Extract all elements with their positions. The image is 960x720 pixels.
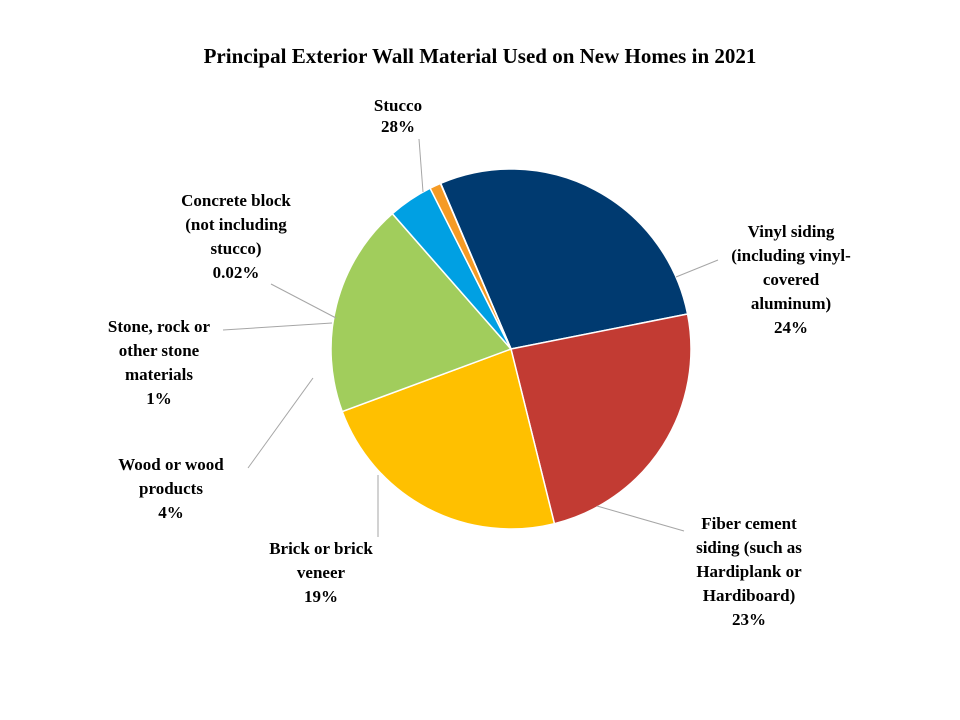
slice-label-2: Fiber cement siding (such as Hardiplank or…: [696, 514, 802, 629]
slice-label-1: Vinyl siding (including vinyl-covered alum…: [731, 222, 851, 337]
pie-slice-3: [330, 212, 513, 413]
slice-label-line: Hardiboard): [703, 586, 796, 605]
leader-line-0: [418, 138, 424, 193]
slice-label-line: stucco): [211, 239, 262, 258]
pie-slice-2: [341, 348, 556, 530]
slice-label-line: 24%: [774, 318, 808, 337]
slice-label-line: Brick or brick: [269, 539, 373, 558]
slice-label-line: (not including: [185, 215, 287, 234]
slice-label-line: Hardiplank or: [696, 562, 802, 581]
slice-label-line: materials: [125, 365, 193, 384]
slice-label-line: 19%: [304, 587, 338, 606]
slice-label-line: 0.02%: [213, 263, 260, 282]
slice-label-line: siding (such as: [696, 538, 802, 557]
slice-label-line: Vinyl siding: [748, 222, 835, 241]
slice-label-line: Stucco: [374, 96, 422, 115]
leader-line-5: [222, 322, 333, 331]
slice-label-3: Brick or brick veneer 19%: [269, 539, 373, 606]
pie-slice-0: [439, 168, 689, 350]
slice-label-0: Stucco 28%: [374, 96, 422, 136]
slice-label-line: other stone: [119, 341, 200, 360]
pie-slices: [330, 168, 692, 530]
leader-lines: [222, 138, 719, 537]
chart-title: Principal Exterior Wall Material Used on…: [204, 44, 757, 68]
slice-label-6: Concrete block (not including stucco) 0.02%: [181, 191, 291, 282]
leader-line-6: [270, 283, 337, 319]
leader-line-1: [675, 259, 719, 278]
slice-label-line: 23%: [732, 610, 766, 629]
pie-slice-6: [439, 182, 512, 350]
slice-label-line: Stone, rock or: [108, 317, 211, 336]
slice-label-line: (including vinyl-: [731, 246, 851, 265]
slice-label-line: Concrete block: [181, 191, 291, 210]
slice-label-line: Fiber cement: [701, 514, 797, 533]
slice-label-line: 4%: [158, 503, 184, 522]
slice-label-line: covered: [763, 270, 820, 289]
slice-label-line: veneer: [297, 563, 346, 582]
slice-labels: Stucco 28% Vinyl siding (including vinyl-co…: [108, 96, 851, 629]
slice-label-4: Wood or wood products 4%: [118, 455, 224, 522]
leader-line-4: [247, 377, 314, 469]
slice-label-line: aluminum): [751, 294, 831, 313]
slice-label-line: 28%: [381, 117, 415, 136]
leader-line-2: [596, 505, 685, 532]
pie-slice-1: [510, 313, 692, 525]
slice-label-line: products: [139, 479, 203, 498]
slice-label-line: 1%: [146, 389, 172, 408]
slice-label-line: Wood or wood: [118, 455, 224, 474]
slice-label-5: Stone, rock or other stone materials 1%: [108, 317, 211, 408]
